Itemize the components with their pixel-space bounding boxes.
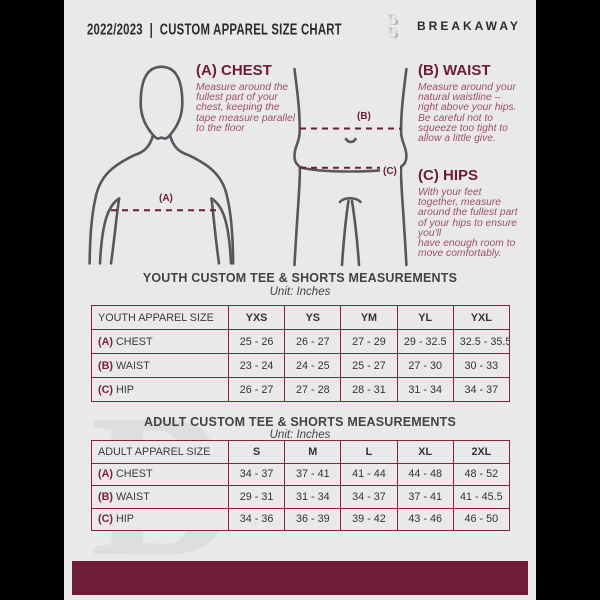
svg-text:B: B — [388, 25, 399, 42]
